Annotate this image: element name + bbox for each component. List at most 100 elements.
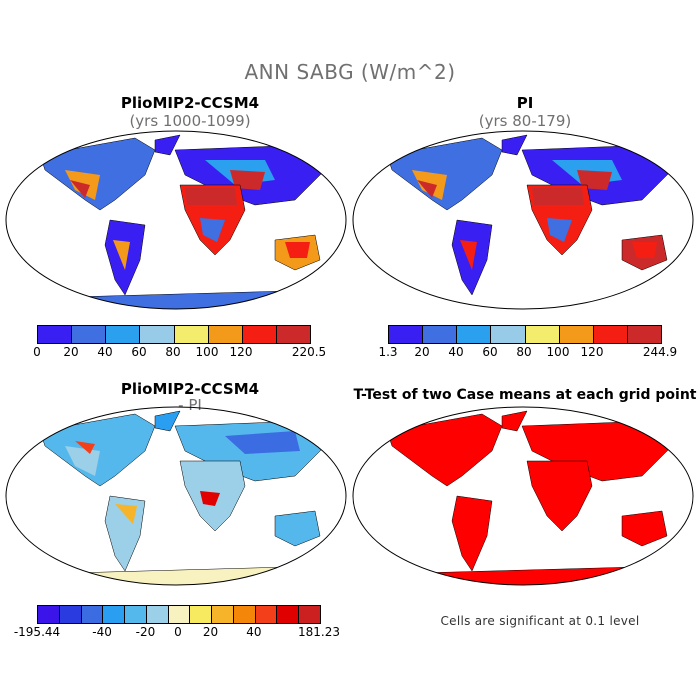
colorbar-tick-label: 20	[414, 345, 430, 359]
colorbar-swatch	[59, 606, 82, 623]
colorbar-panel2	[388, 325, 662, 344]
map-border	[5, 130, 347, 310]
colorbar-swatch	[125, 606, 147, 623]
colorbar-tick-label: 181.23	[298, 625, 340, 639]
colorbar-tick-label: -40	[92, 625, 112, 639]
map-border	[5, 406, 347, 586]
colorbar-swatch	[212, 606, 234, 623]
colorbar-swatch	[72, 326, 107, 343]
map-land-na-hotspot	[75, 441, 95, 454]
map-land-sahara	[185, 188, 237, 205]
colorbar-swatch	[389, 326, 424, 343]
map-land-australia-interior	[632, 242, 657, 258]
panel1-title: PlioMIP2-CCSM4	[120, 94, 260, 112]
panel2-map	[352, 130, 694, 310]
map-border	[352, 130, 694, 310]
colorbar-tick-label: 60	[482, 345, 498, 359]
colorbar-tick-label: 120	[580, 345, 604, 359]
map-land-na-west	[65, 446, 100, 476]
colorbar-tick-label: 40	[246, 625, 262, 639]
significance-note: Cells are significant at 0.1 level	[440, 614, 640, 628]
map-land-africa-center	[547, 218, 572, 242]
map-land-greenland	[501, 134, 528, 156]
colorbar-tick-label: 100	[195, 345, 219, 359]
map-land-sa-region	[460, 240, 477, 270]
colorbar-swatch	[525, 326, 560, 343]
map-land-africa	[526, 460, 593, 532]
map-land-south-america	[451, 495, 493, 572]
colorbar-swatch	[168, 606, 191, 623]
colorbar-swatch	[140, 326, 175, 343]
map-land-australia	[621, 510, 668, 547]
colorbar-panel3	[37, 605, 321, 624]
colorbar-tick-label: 220.5	[291, 345, 327, 359]
figure-title: ANN SABG (W/m^2)	[244, 60, 456, 84]
colorbar-swatch	[277, 606, 300, 623]
colorbar-tick-label: 0	[174, 625, 182, 639]
colorbar-swatch	[81, 606, 104, 623]
colorbar-swatch	[276, 326, 310, 343]
colorbar-tick-label: 80	[165, 345, 181, 359]
colorbar-tick-label: 100	[546, 345, 570, 359]
map-land-africa-hotspot	[200, 491, 220, 506]
map-land-greenland	[501, 410, 528, 432]
map-land-greenland	[154, 410, 181, 432]
map-land-north-america	[386, 137, 503, 211]
panel2-subtitle: (yrs 80-179)	[478, 112, 572, 130]
panel3-map	[5, 406, 347, 586]
map-land-na-desert	[417, 180, 437, 198]
map-land-antarctica	[371, 565, 683, 585]
colorbar-swatch	[233, 606, 256, 623]
colorbar-tick-label: 20	[63, 345, 79, 359]
colorbar-swatch	[38, 326, 73, 343]
colorbar-swatch	[491, 326, 526, 343]
colorbar-swatch	[255, 606, 278, 623]
colorbar-tick-label: 1.3	[378, 345, 398, 359]
colorbar-swatch	[106, 326, 141, 343]
map-land-north-america	[386, 413, 503, 487]
map-land-north-america	[39, 137, 156, 211]
colorbar-swatch	[423, 326, 458, 343]
colorbar-panel1	[37, 325, 311, 344]
map-border	[352, 406, 694, 586]
colorbar-swatch	[146, 606, 169, 623]
map-land-antarctica	[24, 289, 336, 309]
map-land-sahara	[532, 188, 584, 205]
map-land-sa-region	[113, 240, 130, 270]
map-land-australia	[274, 510, 321, 547]
colorbar-tick-label: -195.44	[13, 625, 61, 639]
colorbar-swatch	[457, 326, 492, 343]
colorbar-tick-label: 40	[448, 345, 464, 359]
colorbar-swatch	[103, 606, 126, 623]
colorbar-swatch	[593, 326, 628, 343]
colorbar-swatch	[559, 326, 594, 343]
colorbar-tick-label: 40	[97, 345, 113, 359]
colorbar-tick-label: 80	[516, 345, 532, 359]
colorbar-tick-label: -20	[135, 625, 156, 639]
colorbar-swatch	[627, 326, 661, 343]
colorbar-swatch	[38, 606, 60, 623]
panel4-title: T-Test of two Case means at each grid po…	[353, 387, 697, 403]
colorbar-swatch	[190, 606, 213, 623]
colorbar-swatch	[299, 606, 320, 623]
map-land-australia-interior	[285, 242, 310, 258]
map-land-north-america	[39, 413, 156, 487]
panel3-title: PlioMIP2-CCSM4	[120, 380, 260, 398]
colorbar-tick-label: 244.9	[642, 345, 678, 359]
panel2-title: PI	[516, 94, 534, 112]
colorbar-tick-label: 60	[131, 345, 147, 359]
panel1-subtitle: (yrs 1000-1099)	[129, 112, 251, 130]
panel4-map	[352, 406, 694, 586]
colorbar-swatch	[208, 326, 243, 343]
colorbar-tick-label: 120	[229, 345, 253, 359]
map-land-antarctica	[24, 565, 336, 585]
panel1-map	[5, 130, 347, 310]
map-land-na-desert	[70, 180, 90, 198]
map-land-sa-warm	[115, 504, 137, 524]
panel3-subtitle: - PI	[178, 396, 202, 414]
colorbar-swatch	[242, 326, 277, 343]
colorbar-tick-label: 0	[33, 345, 41, 359]
colorbar-tick-label: 20	[202, 625, 219, 639]
map-land-greenland	[154, 134, 181, 156]
map-land-africa-center	[200, 218, 225, 242]
